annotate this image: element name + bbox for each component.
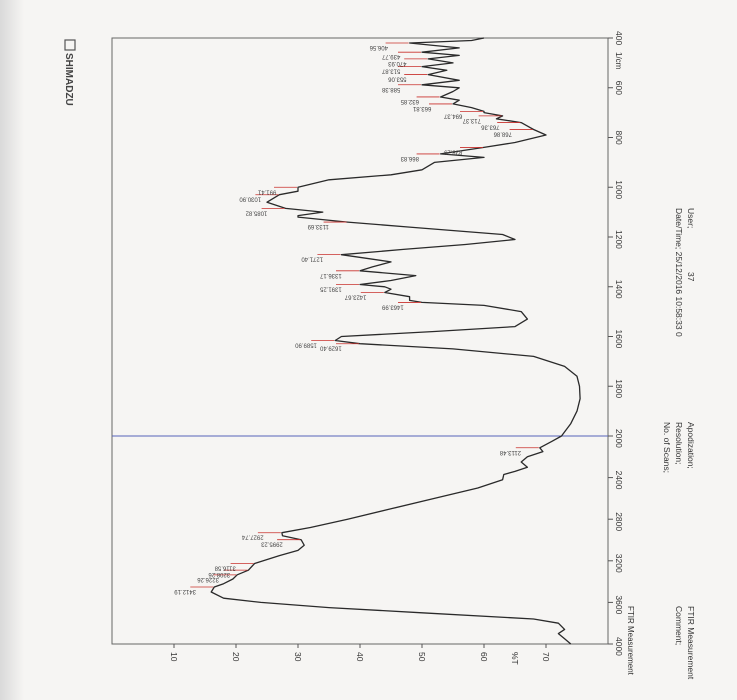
x-tick-label: 1000 bbox=[614, 180, 624, 199]
peak-label-text: 3116.58 bbox=[214, 565, 236, 571]
peak-label-text: 439.77 bbox=[381, 53, 400, 59]
peak-label-text: 1589.90 bbox=[295, 341, 317, 347]
x-tick-label: 3600 bbox=[614, 595, 624, 614]
peak-label-text: 1133.69 bbox=[307, 223, 329, 229]
peak-label-text: 763.36 bbox=[481, 124, 500, 130]
x-tick-label: 800 bbox=[614, 131, 624, 145]
y-tick-label: 60 bbox=[479, 652, 489, 662]
y-unit-label: %T bbox=[510, 652, 520, 665]
x-tick-label: 600 bbox=[614, 81, 624, 95]
x-tick-label: 1200 bbox=[614, 230, 624, 249]
peak-label-text: 2927.74 bbox=[241, 534, 263, 540]
peak-label-text: 3226.26 bbox=[197, 576, 219, 582]
peak-label-text: 1391.25 bbox=[319, 286, 341, 292]
peak-label-text: 3412.19 bbox=[174, 588, 196, 594]
y-tick-label: 20 bbox=[231, 652, 241, 662]
peak-label-text: 768.86 bbox=[493, 131, 512, 137]
scans-label: No. of Scans; bbox=[662, 422, 672, 473]
measurement-label: FTIR Measurement bbox=[626, 606, 635, 676]
spectrum-line bbox=[210, 37, 581, 645]
y-tick-label: 10 bbox=[169, 652, 179, 662]
resolution-label: Resolution; bbox=[674, 422, 684, 465]
user-value: 37 bbox=[686, 272, 696, 282]
peak-label-text: 588.38 bbox=[381, 86, 400, 92]
y-tick-label: 40 bbox=[355, 652, 365, 662]
peak-label-text: 1629.40 bbox=[319, 345, 341, 351]
peak-label-text: 470.93 bbox=[388, 60, 407, 66]
peak-label-text: 991.41 bbox=[257, 188, 276, 194]
peak-label-text: 663.81 bbox=[412, 105, 431, 111]
x-tick-label: 1400 bbox=[614, 280, 624, 299]
apodization-label: Apodization; bbox=[686, 422, 696, 469]
y-tick-label: 30 bbox=[293, 652, 303, 662]
peak-label-text: 866.83 bbox=[400, 155, 419, 161]
peak-label-text: 3208.26 bbox=[208, 571, 230, 577]
peak-label-text: 1271.40 bbox=[301, 256, 323, 262]
brand-name: SHIMADZU bbox=[63, 53, 74, 106]
peak-label-text: 1085.82 bbox=[245, 209, 267, 215]
peak-label-text: 406.56 bbox=[369, 44, 388, 50]
x-tick-label: 2800 bbox=[614, 512, 624, 531]
x-tick-label: 2000 bbox=[614, 429, 624, 448]
peak-label-text: 513.87 bbox=[381, 68, 400, 74]
x-tick-label: 400 bbox=[614, 31, 624, 45]
datetime-label: Date/Time; 25/12/2016 10:58:33 0 bbox=[674, 208, 684, 337]
comment-label: Comment; bbox=[674, 606, 684, 645]
x-unit-label: 1/cm bbox=[614, 52, 623, 70]
peak-label-text: 694.37 bbox=[443, 112, 462, 118]
user-label: User; bbox=[686, 208, 696, 228]
peak-label-text: 713.37 bbox=[462, 117, 481, 123]
x-tick-label: 1800 bbox=[614, 379, 624, 398]
peak-label-text: 2995.23 bbox=[260, 541, 282, 547]
peak-label-text: 1423.67 bbox=[344, 293, 366, 299]
peak-label-text: 1463.99 bbox=[381, 303, 403, 309]
comment-value: FTIR Measurement bbox=[686, 606, 696, 680]
axes-layer: 4000 3600 3200 2800 2400 2000 1800 1600 1400 1200… bbox=[169, 31, 624, 665]
brand-logo: SHIMADZU bbox=[63, 39, 76, 106]
y-tick-label: 70 bbox=[541, 652, 551, 662]
peak-label-text: 838.29 bbox=[443, 148, 462, 154]
x-tick-label: 2400 bbox=[614, 471, 624, 490]
x-tick-label: 3200 bbox=[614, 554, 624, 573]
peak-label-text: 1336.17 bbox=[319, 272, 341, 278]
scan-edge-shadow bbox=[0, 0, 24, 700]
peak-label-text: 553.06 bbox=[388, 76, 407, 82]
series-layer bbox=[210, 37, 581, 645]
y-tick-label: 50 bbox=[417, 652, 427, 662]
peak-label-text: 632.85 bbox=[400, 98, 419, 104]
x-tick-label: 1600 bbox=[614, 330, 624, 349]
peak-label-text: 2113.48 bbox=[499, 449, 521, 455]
x-tick-label: 4000 bbox=[614, 637, 624, 656]
peak-label-text: 1030.90 bbox=[239, 196, 261, 202]
